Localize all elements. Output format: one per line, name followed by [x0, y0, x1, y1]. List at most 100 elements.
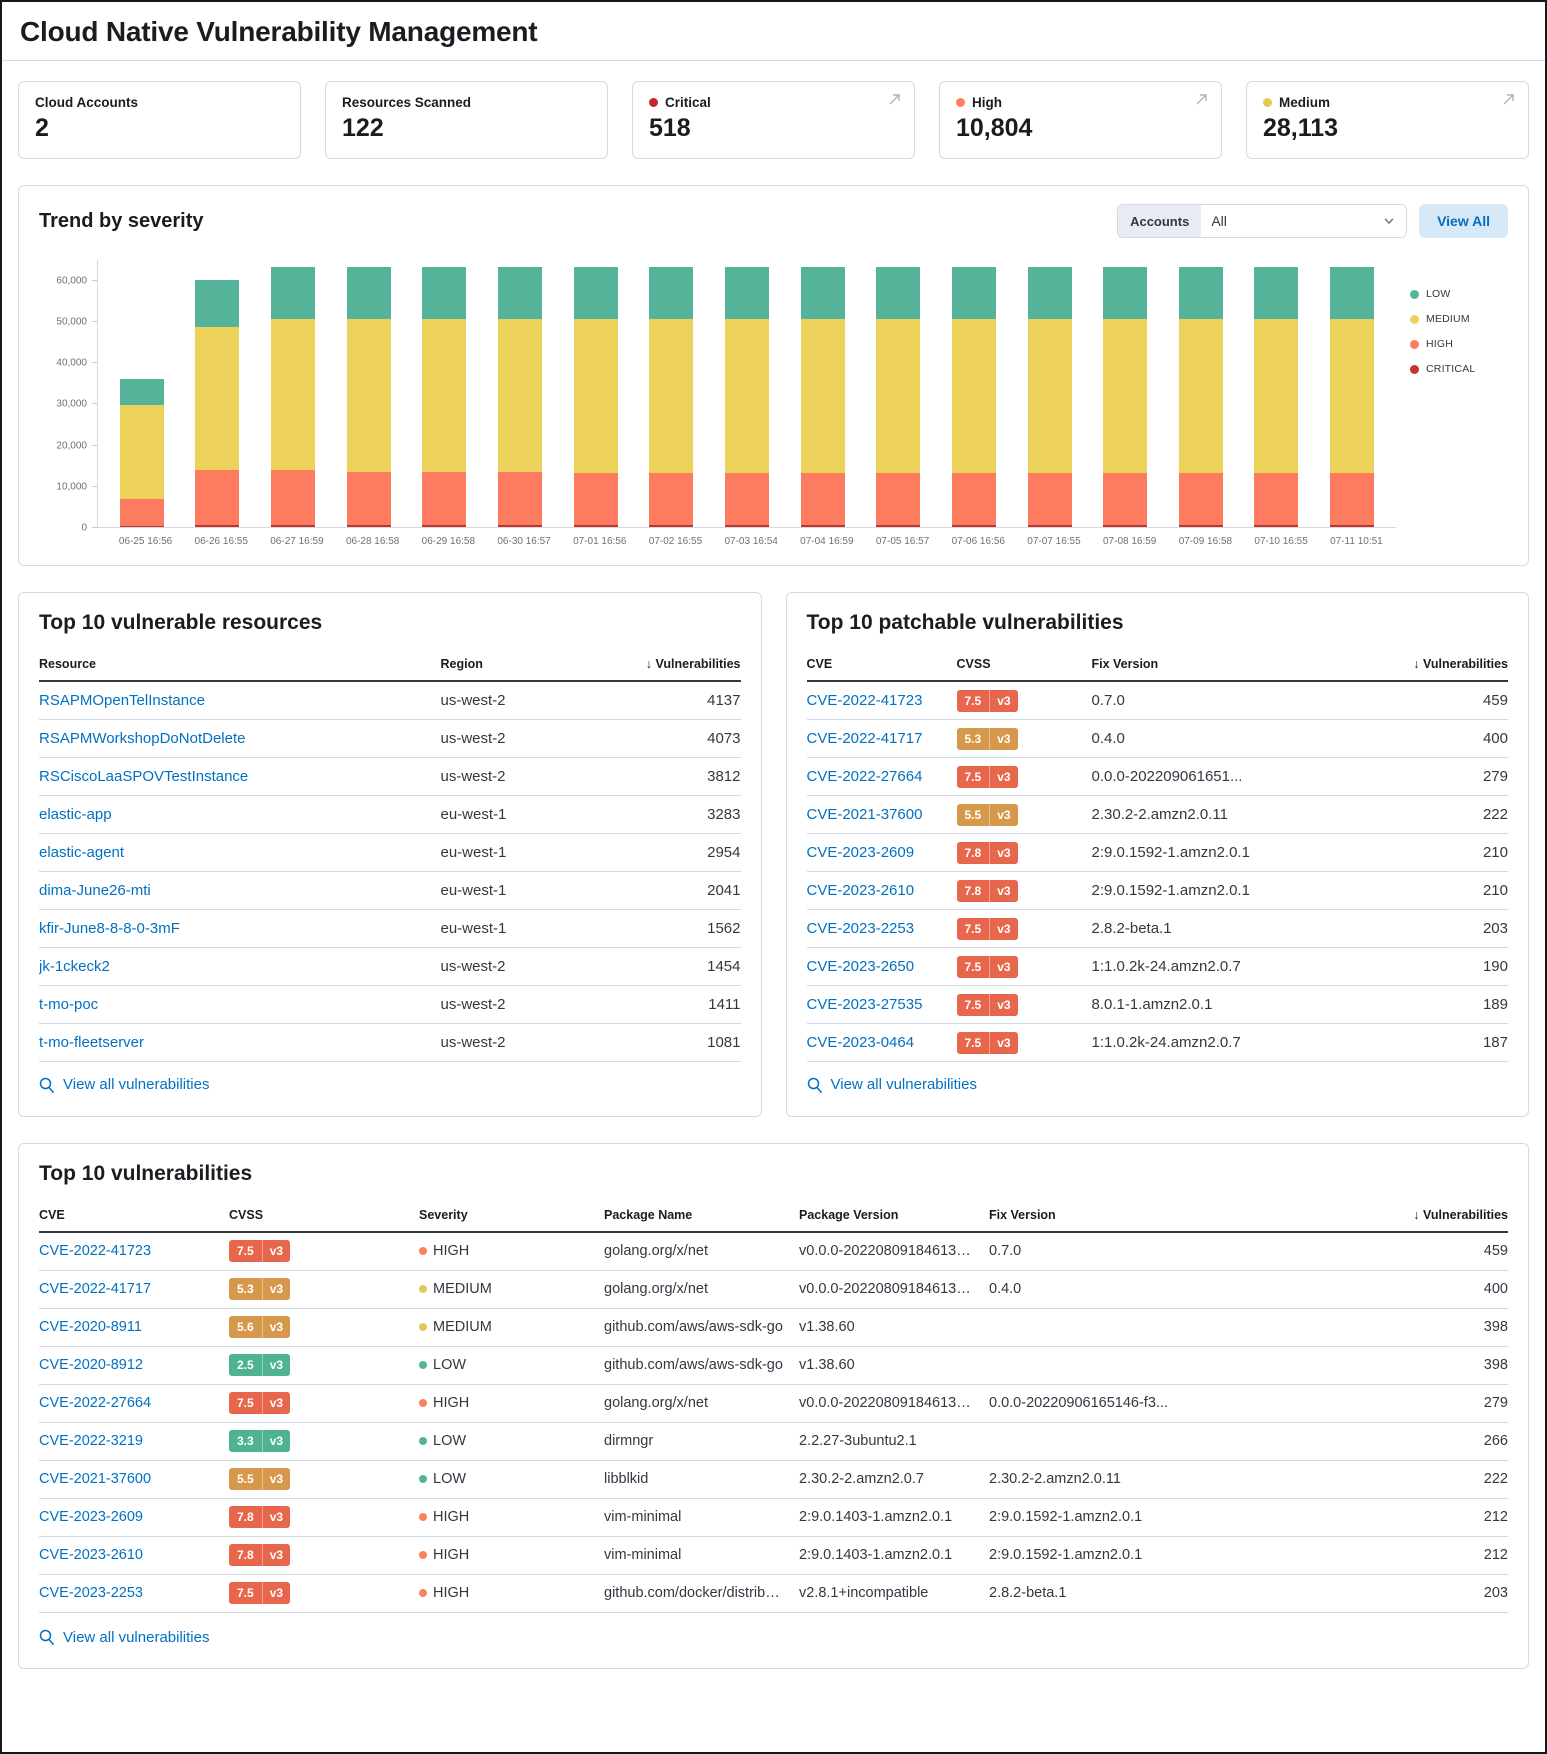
stacked-bar[interactable] [119, 378, 164, 527]
bar-segment-medium [1254, 318, 1299, 473]
cve-link[interactable]: CVE-2022-3219 [39, 1433, 143, 1449]
bar-segment-medium [346, 318, 391, 473]
resource-link[interactable]: RSAPMOpenTelInstance [39, 692, 205, 709]
package-name-cell: github.com/aws/aws-sdk-go [604, 1319, 783, 1335]
col-header-vulnerabilities[interactable]: ↓ Vulnerabilities [1413, 1207, 1508, 1222]
cvss-version: v3 [261, 1430, 290, 1452]
x-axis-tick-label: 07-02 16:55 [648, 536, 703, 547]
stacked-bar[interactable] [951, 266, 996, 527]
cve-link[interactable]: CVE-2022-41717 [39, 1281, 152, 1297]
col-header-vulnerabilities[interactable]: ↓ Vulnerabilities [645, 657, 741, 671]
severity-dot-icon [419, 1475, 427, 1483]
expand-arrow-icon[interactable] [888, 92, 902, 111]
cve-link[interactable]: CVE-2022-41717 [806, 730, 923, 747]
cve-link[interactable]: CVE-2023-2609 [806, 844, 915, 861]
cve-link[interactable]: CVE-2023-0464 [806, 1034, 915, 1051]
resource-link[interactable]: RSAPMWorkshopDoNotDelete [39, 730, 246, 747]
cve-link[interactable]: CVE-2023-2253 [39, 1585, 143, 1601]
stat-label: Medium [1279, 95, 1331, 110]
cve-link[interactable]: CVE-2022-27664 [806, 768, 923, 785]
resource-link[interactable]: t-mo-poc [39, 996, 99, 1013]
expand-arrow-icon[interactable] [1195, 92, 1209, 111]
vulnerabilities-count-cell: 4073 [707, 730, 741, 747]
cve-link[interactable]: CVE-2021-37600 [806, 806, 923, 823]
resource-link[interactable]: elastic-agent [39, 844, 125, 861]
vulnerabilities-count-cell: 212 [1483, 1509, 1508, 1525]
bar-segment-high [573, 472, 618, 525]
stacked-bar[interactable] [346, 266, 391, 527]
bar-segment-low [1330, 266, 1375, 319]
view-all-vulnerabilities-link[interactable]: View all vulnerabilities [39, 1076, 209, 1093]
view-all-button[interactable]: View All [1419, 204, 1508, 238]
stacked-bar[interactable] [1027, 266, 1072, 527]
cve-link[interactable]: CVE-2023-2610 [39, 1547, 143, 1563]
bar-segment-medium [195, 326, 240, 470]
stacked-bar[interactable] [724, 266, 769, 527]
stacked-bar[interactable] [498, 266, 543, 527]
stat-card-critical[interactable]: Critical 518 [632, 81, 915, 159]
resource-link[interactable]: elastic-app [39, 806, 112, 823]
package-version-cell: v1.38.60 [799, 1357, 855, 1373]
accounts-select[interactable]: Accounts All [1117, 204, 1408, 238]
bar-segment-high [1103, 472, 1148, 525]
stats-row: Cloud Accounts 2 Resources Scanned 122 Criti… [18, 81, 1529, 159]
vulnerabilities-count-cell: 203 [1482, 920, 1508, 937]
legend-item-high[interactable]: HIGH [1410, 338, 1508, 350]
stacked-bar[interactable] [195, 279, 240, 527]
resource-link[interactable]: jk-1ckeck2 [39, 958, 110, 975]
cve-link[interactable]: CVE-2022-41723 [806, 692, 923, 709]
cve-link[interactable]: CVE-2020-8912 [39, 1357, 143, 1373]
legend-item-critical[interactable]: CRITICAL [1410, 363, 1508, 375]
view-all-vulnerabilities-link[interactable]: View all vulnerabilities [39, 1629, 209, 1646]
x-axis-tick-label: 06-25 16:56 [118, 536, 173, 547]
stat-value: 28,113 [1263, 114, 1339, 142]
cve-link[interactable]: CVE-2023-27535 [806, 996, 923, 1013]
bar-segment-low [195, 279, 240, 327]
view-all-vulnerabilities-link[interactable]: View all vulnerabilities [807, 1076, 977, 1093]
stacked-bar[interactable] [422, 266, 467, 527]
stacked-bar[interactable] [1330, 266, 1375, 527]
cvss-badge: 7.8 v3 [229, 1544, 291, 1566]
cvss-cell: 5.5 v3 [956, 803, 1092, 826]
cve-link[interactable]: CVE-2023-2609 [39, 1509, 143, 1525]
cve-link-cell: CVE-2023-2650 [807, 958, 957, 975]
stat-card-medium[interactable]: Medium 28,113 [1246, 81, 1529, 159]
cvss-cell: 7.5 v3 [229, 1392, 419, 1414]
bar-segment-high [1330, 472, 1375, 525]
cve-link[interactable]: CVE-2020-8911 [39, 1319, 142, 1335]
stacked-bar[interactable] [876, 266, 921, 527]
stacked-bar[interactable] [649, 266, 694, 527]
col-header-vulnerabilities[interactable]: ↓ Vulnerabilities [1413, 657, 1508, 671]
cve-link[interactable]: CVE-2022-41723 [39, 1243, 152, 1259]
resource-link[interactable]: RSCiscoLaaSPOVTestInstance [39, 768, 249, 785]
stacked-bar[interactable] [573, 266, 618, 527]
cve-link[interactable]: CVE-2022-27664 [39, 1395, 152, 1411]
stacked-bar[interactable] [800, 266, 845, 527]
stacked-bar[interactable] [1103, 266, 1148, 527]
fix-version-cell: 8.0.1-1.amzn2.0.1 [1091, 996, 1213, 1013]
cve-link[interactable]: CVE-2023-2253 [806, 920, 915, 937]
resource-link[interactable]: kfir-June8-8-8-0-3mF [39, 920, 180, 937]
cve-link[interactable]: CVE-2023-2610 [806, 882, 915, 899]
trend-chart: 0 10,000 20,000 30,000 40,000 50,000 60,000 06… [39, 260, 1508, 547]
cvss-badge: 7.8 v3 [956, 879, 1018, 902]
resource-link-cell: RSCiscoLaaSPOVTestInstance [39, 768, 441, 785]
fix-version-cell: 2.8.2-beta.1 [1091, 920, 1172, 937]
bar-segment-critical [1178, 524, 1223, 527]
legend-item-low[interactable]: LOW [1410, 288, 1508, 300]
table-row: CVE-2022-27664 7.5 v3 0.0.0-202209061651...… [806, 758, 1508, 796]
legend-item-medium[interactable]: MEDIUM [1410, 313, 1508, 325]
cve-link[interactable]: CVE-2021-37600 [39, 1471, 152, 1487]
stacked-bar[interactable] [1254, 266, 1299, 527]
stacked-bar[interactable] [1178, 266, 1223, 527]
resource-link[interactable]: t-mo-fleetserver [39, 1034, 145, 1051]
region-cell: us-west-2 [440, 1034, 506, 1051]
expand-arrow-icon[interactable] [1502, 92, 1516, 111]
stat-card-high[interactable]: High 10,804 [939, 81, 1222, 159]
vulnerabilities-count-cell: 459 [1482, 692, 1508, 709]
cve-link[interactable]: CVE-2023-2650 [806, 958, 915, 975]
stacked-bar[interactable] [271, 267, 316, 527]
cvss-version: v3 [261, 1392, 290, 1414]
cvss-badge: 7.5 v3 [229, 1240, 291, 1262]
resource-link[interactable]: dima-June26-mti [39, 882, 151, 899]
